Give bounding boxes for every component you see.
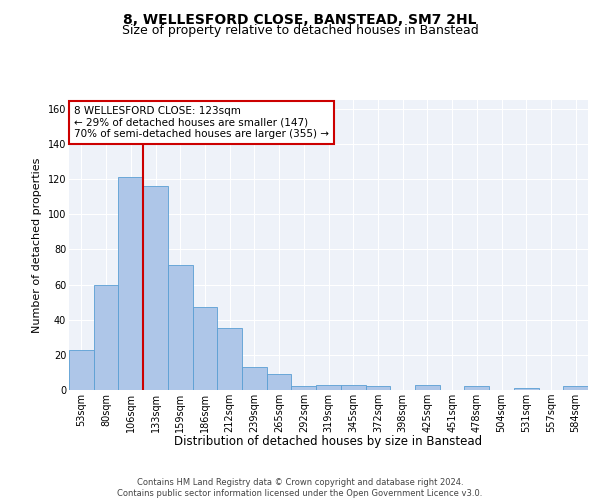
Text: 8, WELLESFORD CLOSE, BANSTEAD, SM7 2HL: 8, WELLESFORD CLOSE, BANSTEAD, SM7 2HL <box>123 12 477 26</box>
Bar <box>415 384 440 390</box>
Bar <box>94 284 118 390</box>
Bar <box>217 328 242 390</box>
Bar <box>168 265 193 390</box>
Bar <box>563 386 588 390</box>
Bar <box>464 386 489 390</box>
Bar <box>341 384 365 390</box>
Bar <box>118 178 143 390</box>
Bar <box>69 350 94 390</box>
Bar <box>193 308 217 390</box>
Bar <box>143 186 168 390</box>
Bar <box>242 367 267 390</box>
X-axis label: Distribution of detached houses by size in Banstead: Distribution of detached houses by size … <box>175 435 482 448</box>
Text: Size of property relative to detached houses in Banstead: Size of property relative to detached ho… <box>122 24 478 37</box>
Text: 8 WELLESFORD CLOSE: 123sqm
← 29% of detached houses are smaller (147)
70% of sem: 8 WELLESFORD CLOSE: 123sqm ← 29% of deta… <box>74 106 329 139</box>
Text: Contains HM Land Registry data © Crown copyright and database right 2024.
Contai: Contains HM Land Registry data © Crown c… <box>118 478 482 498</box>
Y-axis label: Number of detached properties: Number of detached properties <box>32 158 42 332</box>
Bar <box>316 384 341 390</box>
Bar <box>514 388 539 390</box>
Bar <box>267 374 292 390</box>
Bar <box>292 386 316 390</box>
Bar <box>365 386 390 390</box>
